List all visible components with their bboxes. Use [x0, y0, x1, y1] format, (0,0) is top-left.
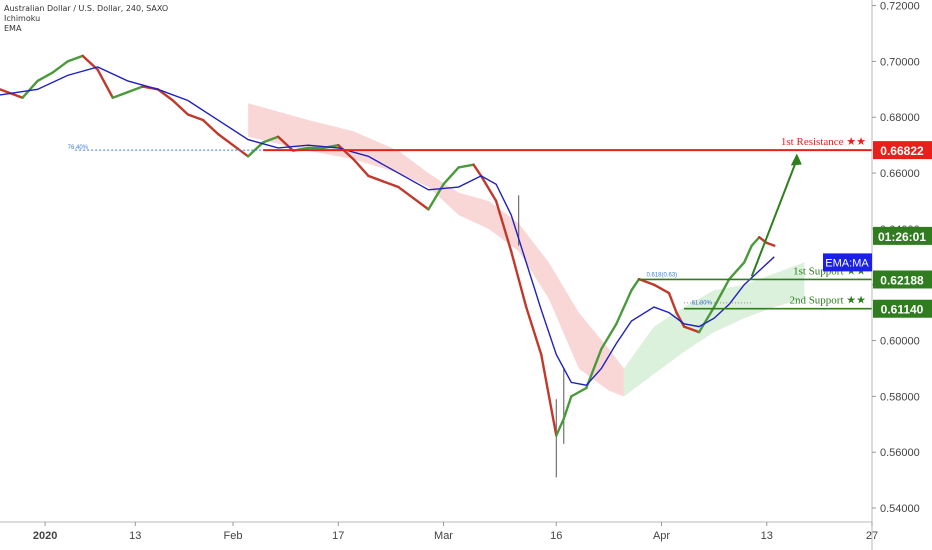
- projection-arrow-shaft: [750, 159, 798, 277]
- price-segment: [352, 157, 370, 178]
- projection-arrow[interactable]: [750, 153, 802, 277]
- price-segment: [21, 79, 39, 99]
- projection-arrow-head: [790, 153, 802, 166]
- price-segment: [231, 143, 250, 158]
- level-price-tag-label: 0.61140: [881, 303, 924, 317]
- level-price-tag-label: 0.66822: [880, 144, 924, 158]
- price-series: [0, 54, 776, 437]
- price-tick-label: 0.60000: [880, 336, 920, 348]
- cloud-bear: [248, 103, 624, 397]
- time-tick-label: Apr: [653, 530, 670, 542]
- price-segment: [675, 311, 686, 328]
- price-tick-label: 0.56000: [880, 447, 920, 459]
- level-label: 2nd Support ★★: [789, 295, 866, 307]
- time-tick-label: 13: [129, 530, 141, 542]
- price-segment: [367, 174, 385, 183]
- price-segment: [712, 277, 731, 309]
- ema-badge: [823, 253, 872, 272]
- price-segment: [570, 386, 588, 398]
- price-segment: [555, 417, 565, 437]
- price-segment: [667, 291, 678, 314]
- countdown-tag-label: 01:26:01: [878, 230, 926, 244]
- price-segment: [743, 244, 753, 264]
- price-segment: [51, 60, 69, 74]
- price-segment: [201, 118, 220, 136]
- time-tick-label: Mar: [434, 530, 453, 542]
- time-tick-label: Feb: [224, 530, 243, 542]
- fib-label: 61.80%: [692, 301, 713, 307]
- price-segment: [171, 99, 190, 116]
- price-segment: [382, 180, 400, 189]
- ichimoku-cloud: [248, 103, 805, 397]
- level-price-tag: [873, 141, 932, 160]
- price-segment: [697, 305, 716, 334]
- level-price-tag: [873, 270, 932, 289]
- price-segment: [156, 88, 175, 102]
- price-segment: [96, 68, 114, 99]
- price-segment: [186, 113, 205, 122]
- price-segment: [652, 283, 671, 295]
- symbol-title[interactable]: Australian Dollar / U.S. Dollar, 240, SA…: [4, 4, 169, 13]
- price-segment: [540, 353, 558, 437]
- price-segment: [765, 241, 776, 247]
- countdown-tag: [873, 226, 932, 245]
- time-tick-label: 27: [866, 530, 878, 542]
- price-segment: [126, 85, 145, 94]
- price-segment: [479, 174, 498, 203]
- price-tick-label: 0.66000: [880, 168, 920, 180]
- price-segment: [397, 185, 415, 200]
- price-segment: [276, 135, 295, 152]
- ema-badge-label: EMA:MA: [825, 257, 869, 269]
- chart-legend: Australian Dollar / U.S. Dollar, 240, SA…: [4, 4, 168, 34]
- price-segment: [494, 199, 513, 253]
- time-tick-label: 16: [550, 530, 562, 542]
- ema-line-path: [0, 66, 775, 386]
- ema-line: [0, 66, 775, 386]
- fib-label: 0.618(0.63): [646, 273, 677, 279]
- price-segment: [261, 135, 280, 144]
- price-segment: [442, 166, 460, 186]
- price-segment: [509, 250, 528, 309]
- price-tick-label: 0.72000: [880, 1, 920, 13]
- price-segment: [457, 163, 475, 169]
- price-segment: [472, 163, 483, 178]
- price-segment: [562, 395, 573, 420]
- price-segment: [615, 289, 633, 326]
- price-segment: [216, 132, 235, 147]
- fib-label: 76.40%: [68, 145, 89, 151]
- price-segment: [66, 54, 84, 63]
- price-tags: 0.66822 0.62188 0.61140 01:26:01 EMA:MA: [823, 141, 932, 318]
- price-segment: [600, 322, 618, 351]
- cloud-bull: [623, 262, 805, 397]
- level-price-tag-label: 0.62188: [880, 273, 924, 287]
- price-tick-label: 0.68000: [880, 112, 920, 124]
- price-segment: [36, 71, 54, 83]
- price-segment: [111, 90, 129, 99]
- level-label: 1st Resistance ★★: [781, 136, 866, 148]
- price-segment: [750, 236, 761, 247]
- fib-labels: 76.40% 0.618(0.63) 61.80%: [68, 145, 752, 307]
- level-price-tag: [873, 299, 932, 318]
- price-segment: [682, 325, 701, 334]
- price-tick-label: 0.54000: [880, 503, 920, 515]
- price-segment: [337, 143, 355, 161]
- price-segment: [525, 305, 543, 356]
- price-segment: [412, 196, 430, 211]
- indicator-ema-label[interactable]: EMA: [4, 24, 22, 33]
- price-segment: [630, 277, 641, 292]
- price-segment: [246, 141, 265, 158]
- price-tick-label: 0.58000: [880, 391, 920, 403]
- time-tick-label: 17: [332, 530, 344, 542]
- price-tick-label: 0.70000: [880, 56, 920, 68]
- price-segment: [727, 261, 746, 281]
- sr-levels[interactable]: 1st Resistance ★★1st Support ★★2nd Suppo…: [263, 136, 872, 310]
- time-tick-label: 13: [761, 530, 773, 542]
- indicator-ichimoku-label[interactable]: Ichimoku: [4, 14, 41, 23]
- time-tick-label: 2020: [33, 530, 57, 542]
